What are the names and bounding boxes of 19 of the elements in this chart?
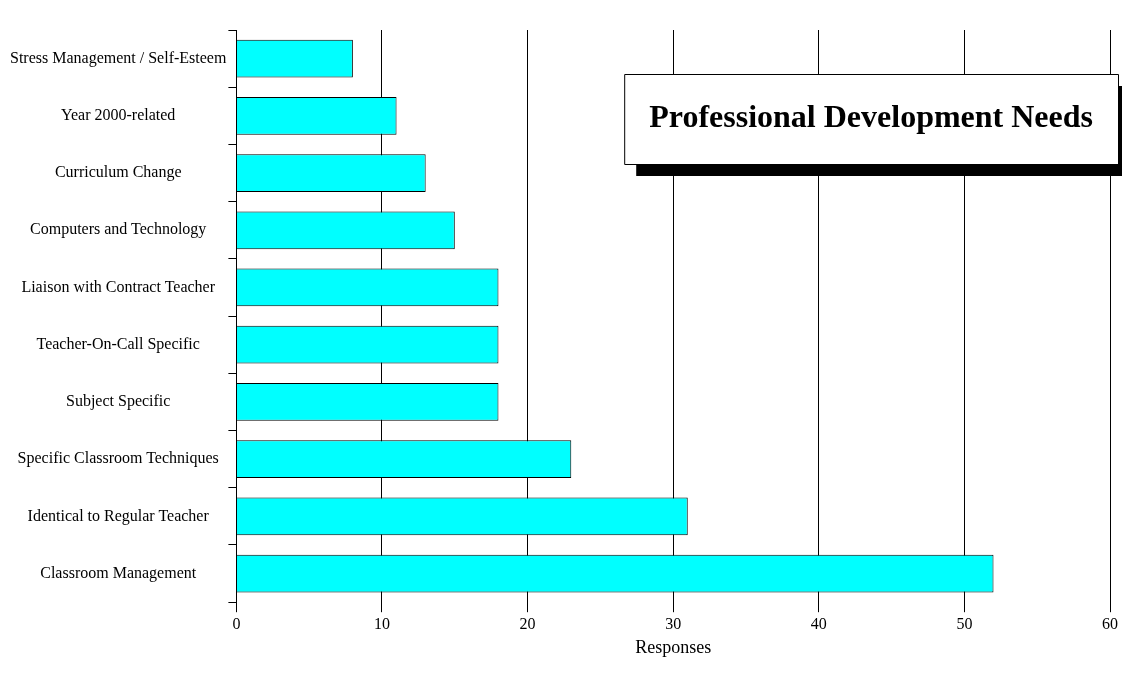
x-tick-label: 0	[232, 615, 241, 632]
y-tick-label: Specific Classroom Techniques	[17, 449, 219, 468]
y-tick-label: Liaison with Contract Teacher	[21, 277, 216, 295]
y-tick-label: Teacher-On-Call Specific	[36, 334, 200, 353]
x-tick-label: 60	[1102, 615, 1118, 632]
y-tick-label: Classroom Management	[40, 563, 197, 582]
y-tick-label: Year 2000-related	[61, 106, 176, 124]
y-tick-label: Curriculum Change	[54, 163, 182, 182]
y-tick-label: Stress Management / Self-Esteem	[10, 48, 227, 67]
x-tick-label: 20	[519, 615, 536, 632]
y-tick-label: Subject Specific	[65, 392, 171, 411]
y-tick-label: Computers and Technology	[30, 220, 207, 239]
x-tick-label: 10	[373, 615, 390, 632]
x-tick-label: 50	[956, 615, 973, 632]
x-axis-title: Responses	[635, 636, 712, 657]
y-tick-label: Identical to Regular Teacher	[27, 506, 210, 525]
x-tick-label: 40	[810, 615, 827, 632]
x-tick-label: 30	[665, 615, 682, 632]
text: Professional Development Needs	[649, 98, 1093, 135]
